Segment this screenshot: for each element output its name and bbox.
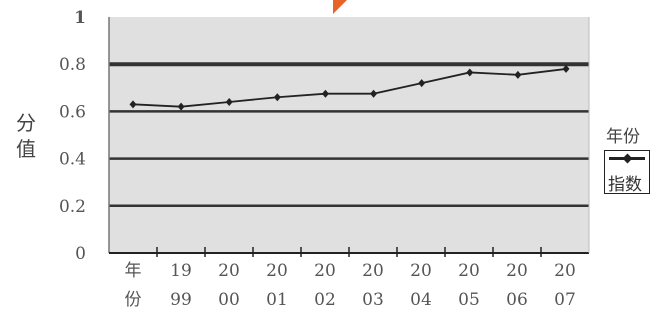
data-point xyxy=(321,89,329,98)
x-tick-label-top: 20 xyxy=(554,261,576,281)
y-tick-label: 0 xyxy=(75,244,86,264)
plot-area xyxy=(109,17,589,253)
x-tick-label-bottom: 02 xyxy=(314,290,336,310)
y-axis-label-bottom: 值 xyxy=(16,137,36,161)
data-point xyxy=(129,100,137,109)
x-tick-label-top: 20 xyxy=(410,261,432,281)
x-tick-label-top: 20 xyxy=(266,261,288,281)
x-tick-label-bottom: 04 xyxy=(410,290,432,310)
y-tick-label: 0.4 xyxy=(59,150,86,170)
y-tick-label: 0.6 xyxy=(59,102,86,122)
x-tick-label-bottom: 06 xyxy=(506,290,528,310)
y-tick-label: 0.8 xyxy=(59,55,86,75)
x-tick-label-bottom: 05 xyxy=(458,290,480,310)
legend-marker-icon xyxy=(622,153,633,164)
data-point xyxy=(273,93,281,102)
data-point xyxy=(466,68,474,77)
legend-series-name: 指数 xyxy=(608,175,642,195)
data-point xyxy=(418,79,426,88)
legend-title: 年份 xyxy=(606,127,640,147)
decorative-corner-icon xyxy=(333,0,347,14)
data-point xyxy=(514,70,522,79)
data-point xyxy=(370,89,378,98)
series-line xyxy=(132,68,567,108)
data-point xyxy=(177,102,185,111)
x-tick-label-bottom: 01 xyxy=(266,290,288,310)
x-tick-label-top: 20 xyxy=(362,261,384,281)
x-tick-label-top: 20 xyxy=(314,261,336,281)
x-tick-label-top: 19 xyxy=(170,261,192,281)
x-tick-label-bottom: 07 xyxy=(554,290,576,310)
x-tick-label-top: 20 xyxy=(218,261,240,281)
legend: 指数 xyxy=(604,150,650,195)
data-point xyxy=(562,64,570,73)
y-axis-label-top: 分 xyxy=(16,111,36,135)
y-tick-label: 1 xyxy=(74,8,86,28)
x-tick-label-bottom: 00 xyxy=(218,290,240,310)
x-axis-caption-top: 年 xyxy=(125,261,142,281)
x-tick-label-top: 20 xyxy=(458,261,480,281)
x-tick-label-bottom: 99 xyxy=(170,290,192,310)
x-axis-caption-bottom: 份 xyxy=(125,290,142,310)
x-tick-label-top: 20 xyxy=(506,261,528,281)
x-tick-label-bottom: 03 xyxy=(362,290,384,310)
data-point xyxy=(225,97,233,106)
y-tick-label: 0.2 xyxy=(59,197,86,217)
